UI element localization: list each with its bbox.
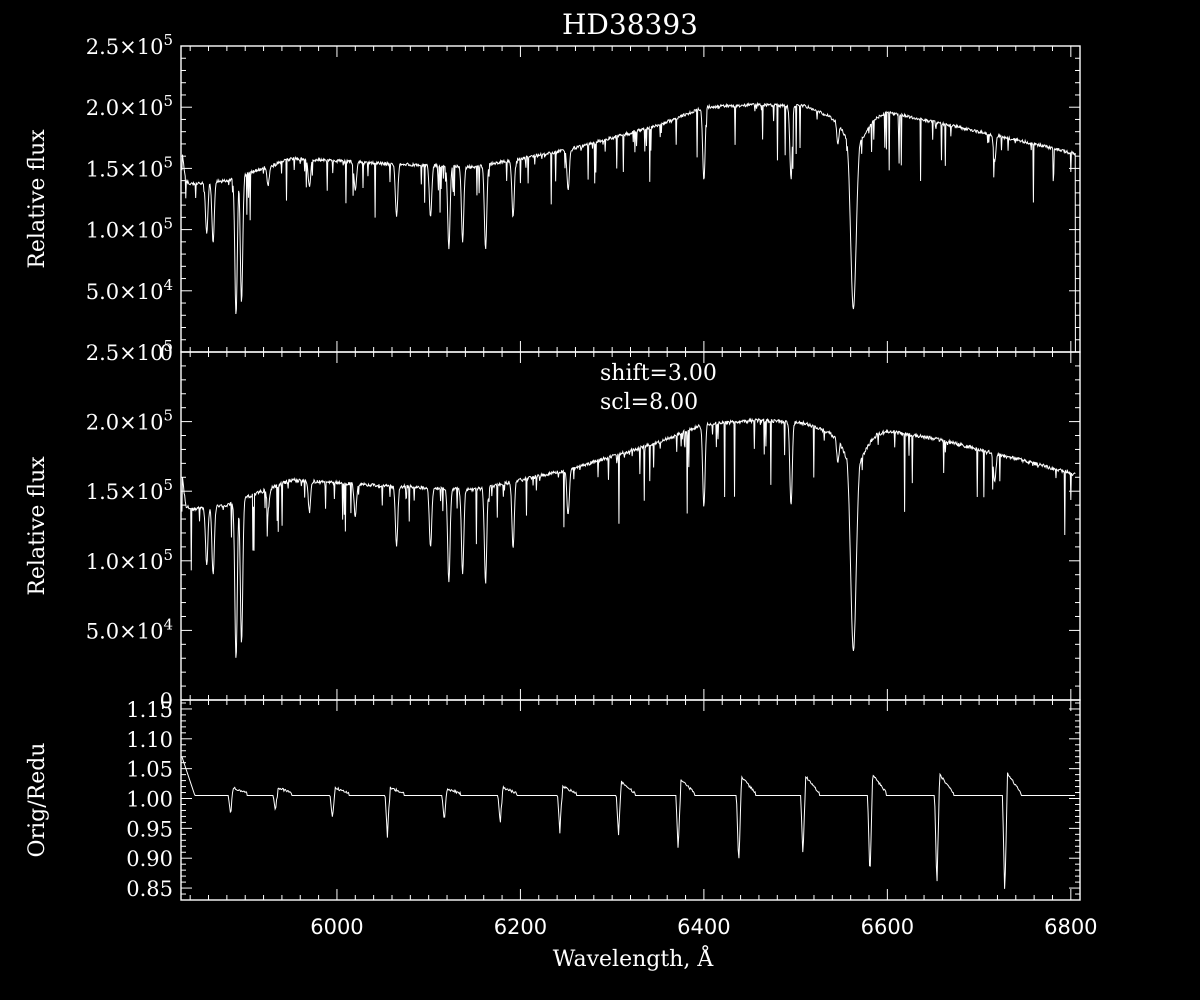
annotation-scl: scl=8.00 xyxy=(600,390,698,415)
y-tick-label-top: 2.0×105 xyxy=(86,92,173,120)
x-axis-label: Wavelength, Å xyxy=(553,944,715,972)
y-axis-label-middle: Relative flux xyxy=(25,456,50,596)
panel-bottom: 0.85 0.90 0.95 1.00 1.05 1.10 1.15 Orig/Redu xyxy=(25,698,1081,901)
y-tick-label-middle: 2.5×105 xyxy=(86,337,173,365)
x-tick-label: 6400 xyxy=(677,915,730,939)
annotation-shift: shift=3.00 xyxy=(600,361,717,386)
x-tick-label: 6000 xyxy=(310,915,363,939)
y-tick-label-middle: 0 xyxy=(160,689,173,713)
y-tick-label-bottom: 1.05 xyxy=(126,758,173,782)
series-line-top xyxy=(181,101,1076,353)
y-tick-label-top: 5.0×104 xyxy=(86,276,173,304)
y-tick-label-bottom: 0.90 xyxy=(126,847,173,871)
y-tick-label-top: 2.5×105 xyxy=(86,31,173,59)
y-tick-label-middle: 1.0×105 xyxy=(86,546,173,574)
y-tick-label-bottom: 1.10 xyxy=(126,728,173,752)
chart-title: HD38393 xyxy=(562,8,698,41)
y-tick-label-top: 0 xyxy=(160,341,173,365)
y-tick-label-bottom: 0.85 xyxy=(126,877,173,901)
x-tick-label: 6600 xyxy=(861,915,914,939)
y-tick-label-middle: 2.0×105 xyxy=(86,407,173,435)
y-axis-label-top: Relative flux xyxy=(25,129,50,269)
y-tick-label-top: 1.5×105 xyxy=(86,153,173,181)
y-tick-label-middle: 1.5×105 xyxy=(86,476,173,504)
y-tick-label-bottom: 1.00 xyxy=(126,788,173,812)
y-tick-label-middle: 5.0×104 xyxy=(86,615,173,643)
series-line-middle xyxy=(181,417,1076,658)
series-line-bottom xyxy=(181,756,1076,889)
x-tick-label: 6800 xyxy=(1044,915,1097,939)
panel-top: 0 5.0×104 1.0×105 1.5×105 2.0×105 2.5×105 Rela… xyxy=(25,31,1081,365)
x-tick-label: 6200 xyxy=(494,915,547,939)
y-tick-label-bottom: 0.95 xyxy=(126,817,173,841)
y-tick-label-bottom: 1.15 xyxy=(126,698,173,722)
panel-middle: 0 5.0×104 1.0×105 1.5×105 2.0×105 2.5×105 Rela… xyxy=(25,337,1081,713)
y-axis-label-bottom: Orig/Redu xyxy=(25,743,50,858)
y-tick-label-top: 1.0×105 xyxy=(86,215,173,243)
